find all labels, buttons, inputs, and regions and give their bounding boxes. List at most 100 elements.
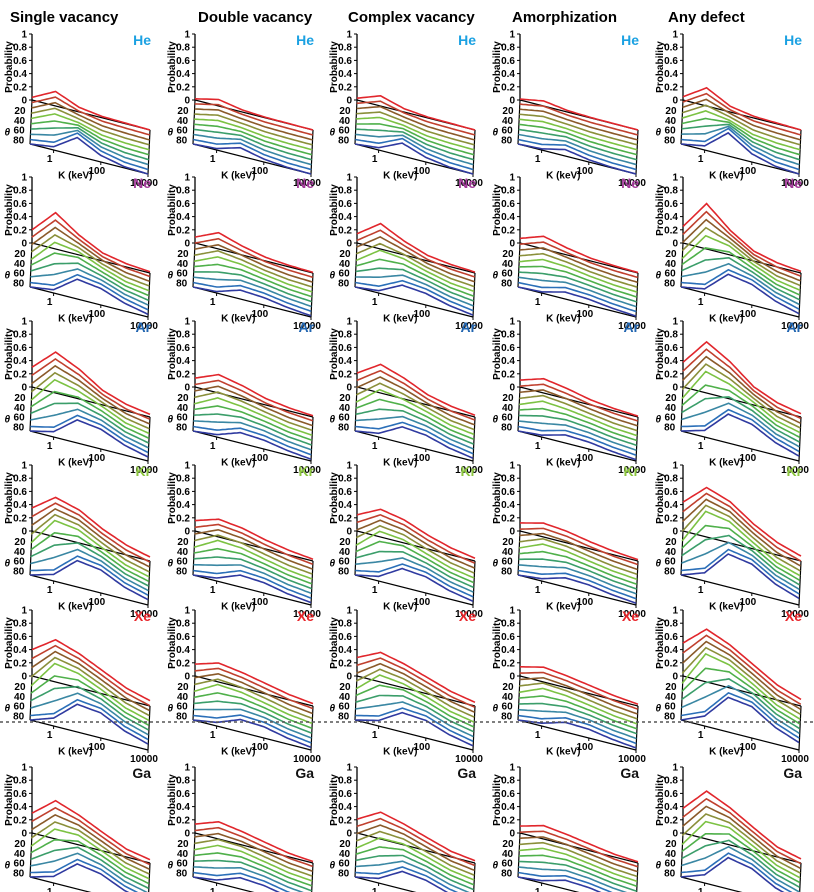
y-axis-label: Probability: [655, 617, 666, 669]
theta-tick-label: 40: [339, 547, 351, 558]
theta-axis-right: [148, 862, 151, 892]
theta-tick-label: 60: [502, 269, 514, 280]
k-tick-label: 1: [47, 441, 53, 452]
curve-theta-10: [31, 219, 151, 278]
theta-axis: [354, 242, 358, 288]
y-tick-label: 1: [184, 461, 190, 472]
curve-theta-80: [518, 281, 637, 313]
theta-tick-label: 40: [177, 692, 189, 703]
curve-theta-40: [681, 652, 801, 720]
theta-axis-label: θ: [5, 128, 11, 139]
y-tick-label: 0: [672, 672, 678, 683]
curve-theta-50: [681, 524, 801, 582]
theta-tick-label: 80: [338, 712, 350, 723]
curve-theta-0: [356, 651, 476, 704]
k-tick-label: 100: [576, 742, 593, 753]
curve-theta-40: [193, 539, 313, 580]
k-axis-label: K (keV): [546, 171, 580, 182]
y-tick-label: 0.4: [664, 645, 678, 656]
y-tick-label: 1: [672, 763, 678, 774]
k-axis-front: [517, 719, 637, 751]
y-tick-label: 0.8: [338, 330, 352, 341]
curve-theta-80: [518, 138, 637, 171]
curve-theta-20: [519, 676, 638, 715]
theta-tick-label: 80: [338, 279, 350, 290]
curve-theta-20: [682, 805, 801, 870]
curve-theta-30: [355, 668, 475, 718]
k-tick-label: 10000: [455, 321, 483, 332]
curve-theta-30: [519, 252, 638, 288]
theta-tick-label: 20: [665, 537, 677, 548]
y-tick-label: 0.6: [338, 199, 352, 210]
curve-theta-0: [519, 377, 639, 417]
theta-axis-right: [635, 129, 639, 175]
y-tick-label: 1: [184, 763, 190, 774]
k-axis-front: [517, 876, 580, 892]
y-tick-label: 0.8: [13, 619, 27, 630]
k-axis-label: K (keV): [383, 458, 417, 469]
k-tick-label: 1: [372, 887, 378, 892]
k-tick-label: 1: [698, 887, 704, 892]
theta-tick-label: 40: [665, 116, 677, 127]
theta-tick-label: 80: [176, 423, 188, 434]
y-tick-label: 0.6: [338, 343, 352, 354]
y-axis-label: Probability: [167, 774, 178, 826]
ion-label: Kr: [135, 463, 151, 479]
k-axis-front: [29, 876, 92, 892]
k-tick-label: 100: [251, 453, 268, 464]
ion-label: He: [621, 32, 639, 48]
k-tick-label: 10000: [130, 465, 158, 476]
theta-tick-label: 40: [14, 116, 26, 127]
theta-tick-label: 60: [339, 126, 351, 137]
y-tick-label: 0.8: [501, 619, 515, 630]
y-tick-label: 0.8: [664, 619, 678, 630]
k-axis-front: [680, 286, 800, 318]
y-tick-label: 0.8: [13, 43, 27, 54]
theta-tick-label: 40: [177, 259, 189, 270]
curve-theta-89: [680, 131, 800, 175]
curve-theta-60: [518, 414, 637, 447]
curve-theta-40: [519, 258, 638, 293]
curve-theta-0: [682, 628, 802, 701]
curve-theta-50: [193, 123, 313, 156]
theta-tick-label: 20: [177, 249, 189, 260]
y-axis-label: Probability: [4, 328, 15, 380]
curve-theta-20: [682, 498, 801, 567]
theta-axis-label: θ: [330, 704, 336, 715]
y-tick-label: 0.2: [664, 513, 678, 524]
theta-tick-label: 40: [665, 547, 677, 558]
k-tick-label: 100: [413, 742, 430, 753]
k-tick-label: 10000: [130, 321, 158, 332]
curve-theta-89: [354, 284, 474, 316]
curve-theta-70: [193, 276, 312, 308]
curve-theta-10: [682, 634, 802, 705]
y-tick-label: 1: [21, 317, 27, 328]
theta-tick-label: 20: [177, 106, 189, 117]
theta-axis-label: θ: [656, 128, 662, 139]
k-axis-front: [517, 574, 637, 606]
k-axis-back: [682, 530, 802, 562]
theta-tick-label: 60: [502, 859, 514, 870]
y-tick-label: 0.4: [501, 802, 515, 813]
curve-theta-20: [356, 824, 475, 872]
theta-tick-label: 60: [665, 413, 677, 424]
k-axis-front: [680, 719, 800, 751]
y-axis-label: Probability: [4, 617, 15, 669]
curve-theta-0: [194, 373, 314, 417]
curve-theta-0: [520, 522, 639, 561]
y-tick-label: 0.2: [176, 658, 190, 669]
theta-tick-label: 80: [176, 712, 188, 723]
k-axis-front: [680, 574, 800, 606]
y-tick-label: 0.6: [664, 56, 678, 67]
y-tick-label: 0.2: [13, 369, 27, 380]
curve-theta-10: [519, 241, 639, 279]
y-tick-label: 0.2: [338, 513, 352, 524]
curve-theta-89: [29, 419, 149, 458]
curve-theta-50: [681, 384, 801, 439]
y-tick-label: 0.6: [501, 487, 515, 498]
curve-theta-60: [355, 128, 474, 161]
panels: 00.20.40.60.81Probability20406080θ110010…: [4, 30, 809, 892]
